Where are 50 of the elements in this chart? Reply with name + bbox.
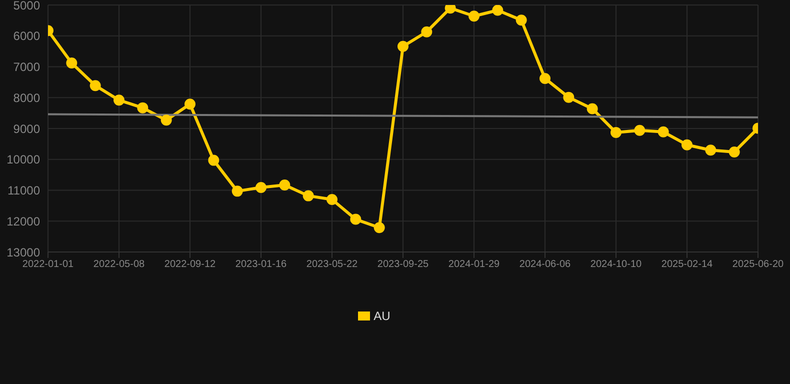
point: [492, 5, 504, 16]
y-tick-label: 8000: [13, 90, 40, 105]
x-tick-label: 2023-09-25: [377, 259, 430, 270]
y-tick-label: 12000: [6, 214, 40, 228]
x-tick-label: 2022-09-12: [164, 259, 216, 270]
y-tick-label: 9000: [13, 122, 40, 136]
point: [137, 102, 148, 114]
point: [540, 72, 550, 84]
y-tick-label: 11000: [8, 184, 40, 198]
point: [90, 80, 101, 92]
x-tick-label: 2024-10-10: [590, 259, 642, 270]
point: [728, 146, 740, 158]
point: [610, 127, 622, 138]
point: [184, 98, 196, 110]
y-tick-label: 10000: [6, 152, 40, 167]
y-tick-label: 13000: [6, 245, 40, 260]
point: [279, 180, 290, 190]
x-tick-label: 2023-01-16: [235, 259, 288, 270]
point: [563, 92, 574, 103]
x-tick-label: 2024-06-06: [519, 259, 572, 270]
point: [66, 58, 78, 69]
x-tick-label: 2023-05-22: [306, 259, 358, 270]
y-tick-label: 7000: [13, 60, 40, 74]
point: [682, 139, 692, 150]
legend-label: AU: [374, 309, 390, 323]
y-tick-label: 5000: [13, 0, 40, 12]
point: [232, 186, 243, 197]
point: [256, 182, 266, 193]
point: [705, 144, 716, 156]
point: [398, 40, 408, 52]
x-tick-label: 2022-01-01: [22, 259, 74, 270]
point: [468, 10, 480, 22]
x-tick-label: 2022-05-08: [93, 259, 146, 270]
point: [444, 5, 456, 14]
point: [302, 190, 314, 202]
point: [421, 26, 432, 38]
y-tick-label: 6000: [13, 29, 40, 44]
x-tick-label: 2025-06-20: [732, 259, 784, 270]
point: [114, 94, 124, 106]
point: [374, 222, 385, 234]
point: [326, 194, 338, 206]
point: [586, 103, 598, 114]
point: [658, 126, 669, 138]
point: [208, 154, 220, 166]
x-tick-label: 2024-01-29: [448, 259, 500, 270]
point: [516, 14, 527, 26]
point: [634, 124, 646, 136]
point: [350, 214, 362, 225]
point: [160, 114, 172, 126]
x-tick-label: 2025-02-14: [661, 259, 714, 270]
